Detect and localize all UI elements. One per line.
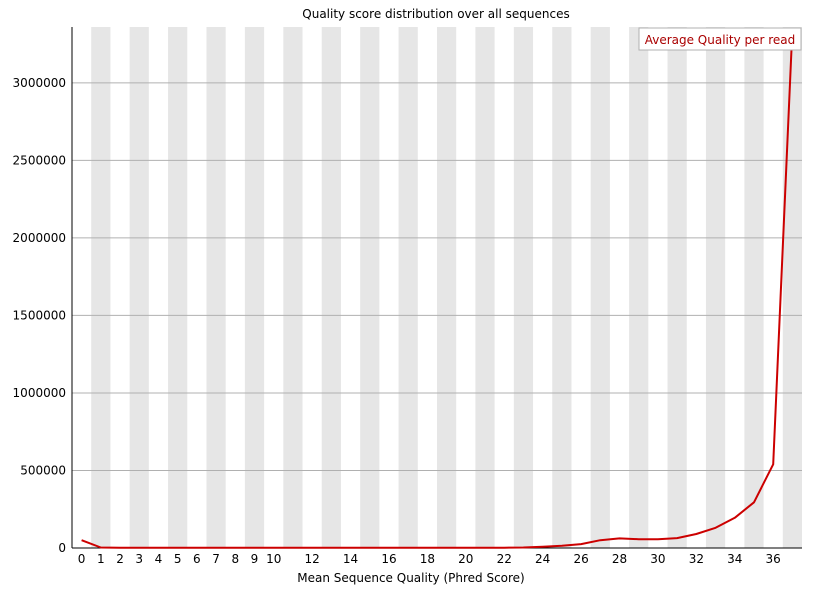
legend-box: [638, 27, 802, 51]
y-tick-label: 2500000: [13, 153, 66, 167]
y-tick-label: 500000: [20, 463, 66, 477]
x-tick-label: 16: [381, 552, 396, 566]
y-axis-tick-labels: 0 500000 1000000 1500000 2000000 2500000 30000…: [13, 76, 66, 555]
x-tick-label: 12: [304, 552, 319, 566]
y-tick-label: 2000000: [13, 231, 66, 245]
column-stripe: [667, 27, 687, 548]
x-tick-label: 26: [573, 552, 588, 566]
column-stripe: [552, 27, 572, 548]
x-tick-label: 3: [135, 552, 143, 566]
column-stripe: [283, 27, 303, 548]
column-stripe: [782, 27, 802, 548]
column-stripe: [590, 27, 610, 548]
x-tick-label: 9: [251, 552, 259, 566]
column-stripe: [705, 27, 726, 548]
column-stripe: [744, 27, 764, 548]
x-tick-label: 32: [689, 552, 704, 566]
column-stripe: [168, 27, 188, 548]
chart-title: Quality score distribution over all sequ…: [302, 7, 569, 21]
column-stripe: [629, 27, 649, 548]
column-stripes: [91, 27, 802, 548]
x-tick-label: 1: [97, 552, 105, 566]
x-tick-label: 7: [212, 552, 220, 566]
x-axis-tick-labels: 0 1 2 3 4 5 6 7 8 9 10 12 14 16 18 20 22 24 26 28 30 32 34 36: [78, 552, 781, 566]
x-tick-label: 28: [612, 552, 627, 566]
x-tick-label: 24: [535, 552, 550, 566]
legend: Average Quality per read: [638, 27, 802, 51]
column-stripe: [513, 27, 534, 548]
x-tick-label: 18: [420, 552, 435, 566]
x-tick-label: 4: [155, 552, 163, 566]
x-tick-label: 6: [193, 552, 201, 566]
y-tick-label: 1500000: [13, 308, 66, 322]
column-stripe: [321, 27, 341, 548]
x-tick-label: 36: [766, 552, 781, 566]
column-stripe: [129, 27, 149, 548]
column-stripe: [244, 27, 265, 548]
column-stripe: [206, 27, 226, 548]
x-tick-label: 2: [116, 552, 124, 566]
column-stripe: [437, 27, 457, 548]
x-tick-label: 30: [650, 552, 665, 566]
column-stripe: [91, 27, 111, 548]
x-tick-label: 5: [174, 552, 182, 566]
x-tick-label: 8: [231, 552, 239, 566]
column-stripe: [475, 27, 495, 548]
x-tick-label: 34: [727, 552, 742, 566]
y-tick-label: 1000000: [13, 386, 66, 400]
series-line: [81, 28, 794, 549]
x-tick-label: 0: [78, 552, 86, 566]
x-tick-label: 14: [343, 552, 358, 566]
x-axis-label: Mean Sequence Quality (Phred Score): [297, 571, 525, 585]
y-tick-label: 3000000: [13, 76, 66, 90]
x-tick-label: 20: [458, 552, 473, 566]
column-stripe: [398, 27, 418, 548]
x-tick-label: 22: [497, 552, 512, 566]
series-lines: [81, 28, 794, 549]
x-tick-label: 10: [266, 552, 281, 566]
y-tick-label: 0: [58, 541, 66, 555]
horizontal-gridlines: [72, 82, 802, 471]
legend-entry: Average Quality per read: [645, 33, 796, 47]
column-stripe: [360, 27, 380, 548]
